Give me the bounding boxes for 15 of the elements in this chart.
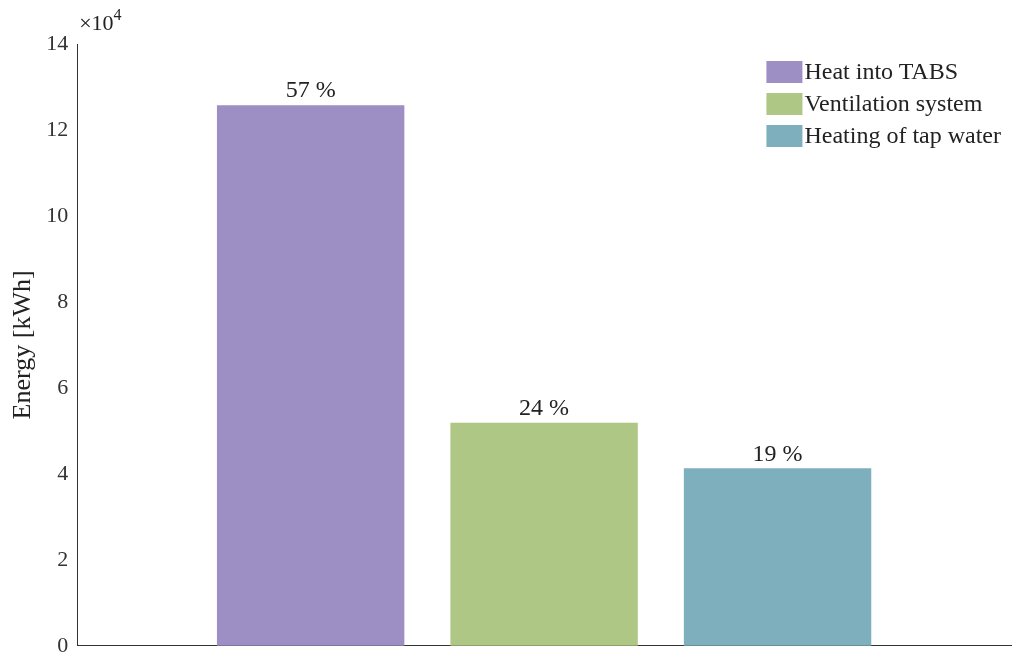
y-tick-label: 4: [57, 459, 69, 485]
y-axis-title: Energy [kWh]: [7, 270, 37, 420]
y-tick-label: 6: [57, 373, 69, 399]
y-tick-label: 8: [57, 287, 69, 313]
y-tick-label: 10: [46, 201, 69, 227]
legend-label: Ventilation system: [804, 90, 983, 117]
legend-label: Heating of tap water: [804, 122, 1002, 149]
annotation: 19 %: [752, 439, 803, 466]
y-tick-label: 14: [46, 29, 69, 55]
y-tick-label: 12: [46, 115, 69, 141]
annotation: 57 %: [285, 76, 336, 103]
y-tick-label: 2: [57, 545, 69, 571]
annotation: 24 %: [519, 394, 570, 421]
legend-label: Heat into TABS: [804, 58, 959, 85]
y-tick-label: 0: [57, 631, 69, 657]
